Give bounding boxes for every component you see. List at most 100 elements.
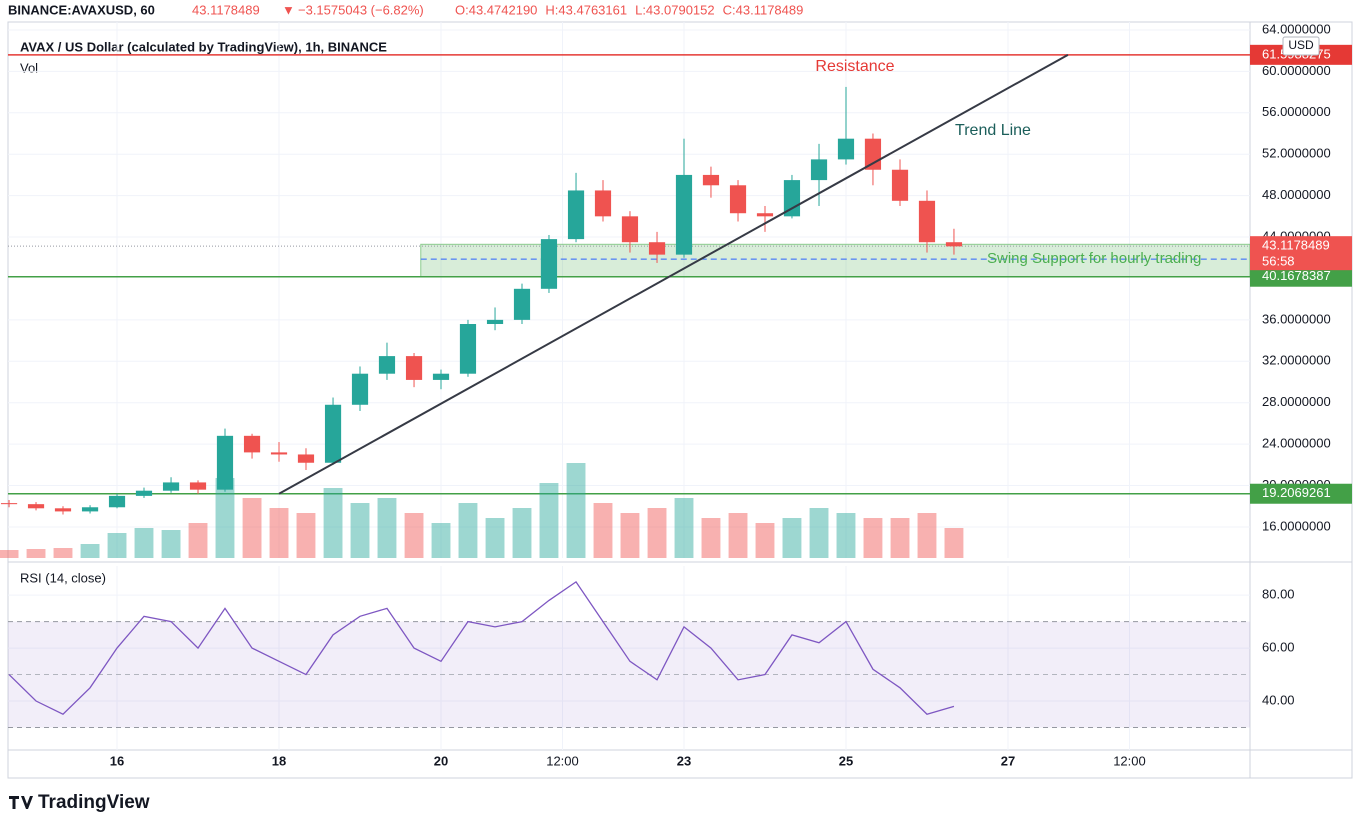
candle-body — [432, 373, 450, 380]
currency-box — [1282, 36, 1320, 56]
rsi-tick-label: 80.00 — [1262, 587, 1295, 602]
candle-body — [81, 507, 99, 512]
candle-body — [486, 319, 504, 325]
candle-body — [729, 185, 747, 214]
x-tick-label: 12:00 — [1113, 753, 1146, 768]
ohlc-value: H:43.4763161 — [545, 2, 627, 17]
ohlc-value: C:43.1178489 — [723, 2, 804, 17]
rsi-title: RSI (14, close) — [20, 570, 106, 585]
candle-body — [378, 356, 396, 374]
candle-body — [540, 239, 558, 289]
volume-bar — [377, 498, 397, 558]
zone-label: Swing Support for hourly trading — [987, 250, 1201, 267]
volume-bar — [647, 508, 667, 558]
candle-body — [216, 435, 234, 490]
candle-body — [756, 213, 774, 217]
level-price-label-box — [1250, 483, 1352, 504]
candle-body — [702, 174, 720, 186]
candle-body — [297, 454, 315, 463]
candle-body — [837, 138, 855, 160]
volume-bar — [728, 513, 748, 558]
candle-body — [243, 435, 261, 453]
volume-bar — [269, 508, 289, 558]
candle-body — [459, 324, 477, 374]
trend-line — [278, 53, 1069, 495]
y-tick-label: 28.0000000 — [1262, 394, 1331, 409]
volume-bar — [431, 523, 451, 558]
level-price-label-box — [1250, 266, 1352, 287]
volume-bar — [836, 513, 856, 558]
candle-body — [324, 404, 342, 463]
ohlc-value: L:43.0790152 — [635, 2, 715, 17]
volume-bar — [809, 508, 829, 558]
y-tick-label: 60.0000000 — [1262, 63, 1331, 78]
rsi-line — [8, 580, 955, 716]
candle-body — [783, 180, 801, 217]
y-tick-label: 56.0000000 — [1262, 104, 1331, 119]
x-tick-label: 12:00 — [546, 753, 579, 768]
candle-body — [891, 169, 909, 201]
x-tick-label: 23 — [677, 753, 691, 768]
chart-title: AVAX / US Dollar (calculated by TradingV… — [20, 39, 387, 54]
volume-bar — [458, 503, 478, 558]
volume-bar — [296, 513, 316, 558]
frame — [7, 21, 1353, 779]
y-tick-label: 52.0000000 — [1262, 146, 1331, 161]
countdown: 56:58 — [1262, 254, 1295, 269]
brand: TradingView — [38, 792, 150, 813]
volume-bar — [566, 463, 586, 558]
y-tick-label: 24.0000000 — [1262, 436, 1331, 451]
x-tick-label: 18 — [272, 753, 286, 768]
currency: USD — [1288, 38, 1314, 52]
volume-bar — [188, 523, 208, 558]
candle-body — [621, 216, 639, 243]
volume-bar — [782, 518, 802, 558]
volume-bar — [161, 530, 181, 558]
volume-bar — [863, 518, 883, 558]
candle-body — [675, 174, 693, 255]
candle-body — [594, 190, 612, 217]
volume-label: Vol — [20, 60, 38, 75]
volume-bar — [944, 528, 964, 558]
x-tick-label: 16 — [110, 753, 124, 768]
arrow: ▼ — [282, 2, 295, 17]
candle-body — [162, 482, 180, 491]
volume-bar — [593, 503, 613, 558]
header: BINANCE:AVAXUSD, 60 43.1178489 ▼ −3.1575… — [8, 2, 424, 17]
rsi-tick-label: 40.00 — [1262, 692, 1295, 707]
y-tick-label: 48.0000000 — [1262, 187, 1331, 202]
volume-bar — [350, 503, 370, 558]
volume-bar — [620, 513, 640, 558]
volume-bar — [755, 523, 775, 558]
candle-body — [189, 482, 207, 490]
symbol: BINANCE:AVAXUSD, 60 — [8, 2, 155, 17]
volume-bar — [485, 518, 505, 558]
level-price-label: 40.1678387 — [1262, 268, 1331, 283]
volume-bar — [674, 498, 694, 558]
candle-body — [351, 373, 369, 405]
volume-bar — [242, 498, 262, 558]
volume-bar — [134, 528, 154, 558]
volume-bar — [539, 483, 559, 558]
resistance-label: Resistance — [815, 58, 894, 75]
volume-bar — [701, 518, 721, 558]
volume-bar — [0, 550, 19, 558]
volume-bar — [890, 518, 910, 558]
brand-logo: TradingView — [9, 792, 150, 813]
candle-body — [513, 288, 531, 320]
last-price-box — [1250, 236, 1352, 271]
candle-body — [918, 200, 936, 243]
y-tick-label: 32.0000000 — [1262, 353, 1331, 368]
candle-body — [270, 452, 288, 455]
candle-body — [27, 504, 45, 509]
candle-body — [567, 190, 585, 240]
x-tick-label: 25 — [839, 753, 853, 768]
y-tick-label: 36.0000000 — [1262, 311, 1331, 326]
candle-body — [0, 503, 18, 505]
volume-bar — [323, 488, 343, 558]
volume-bar — [512, 508, 532, 558]
x-tick-label: 27 — [1001, 753, 1015, 768]
candle-body — [945, 242, 963, 247]
volume-bar — [215, 478, 235, 558]
level-price-label: 19.2069261 — [1262, 485, 1331, 500]
